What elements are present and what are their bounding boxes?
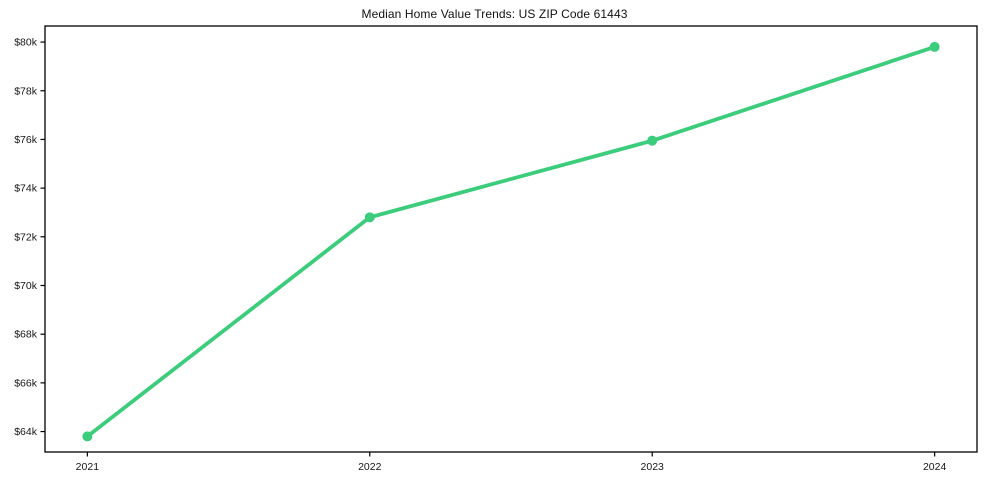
trend-line — [85, 45, 937, 439]
data-point-marker — [929, 41, 940, 52]
y-tick-label: $80k — [14, 37, 38, 49]
data-point-marker — [82, 431, 93, 442]
x-tick-label: 2021 — [76, 461, 100, 473]
data-point-marker — [364, 212, 375, 223]
y-tick-label: $66k — [14, 377, 38, 389]
y-tick-label: $70k — [14, 280, 38, 292]
y-tick-label: $64k — [14, 426, 38, 438]
y-tick-label: $76k — [14, 134, 38, 146]
x-tick-label: 2022 — [358, 461, 382, 473]
x-tick-label: 2024 — [923, 461, 947, 473]
plot-frame — [44, 25, 978, 453]
chart-title: Median Home Value Trends: US ZIP Code 61… — [361, 7, 628, 21]
y-tick-label: $74k — [14, 183, 38, 195]
y-tick-label: $72k — [14, 231, 38, 243]
data-point-marker — [647, 135, 658, 146]
y-tick-label: $68k — [14, 329, 38, 341]
y-tick-label: $78k — [14, 85, 38, 97]
x-tick-label: 2023 — [641, 461, 665, 473]
